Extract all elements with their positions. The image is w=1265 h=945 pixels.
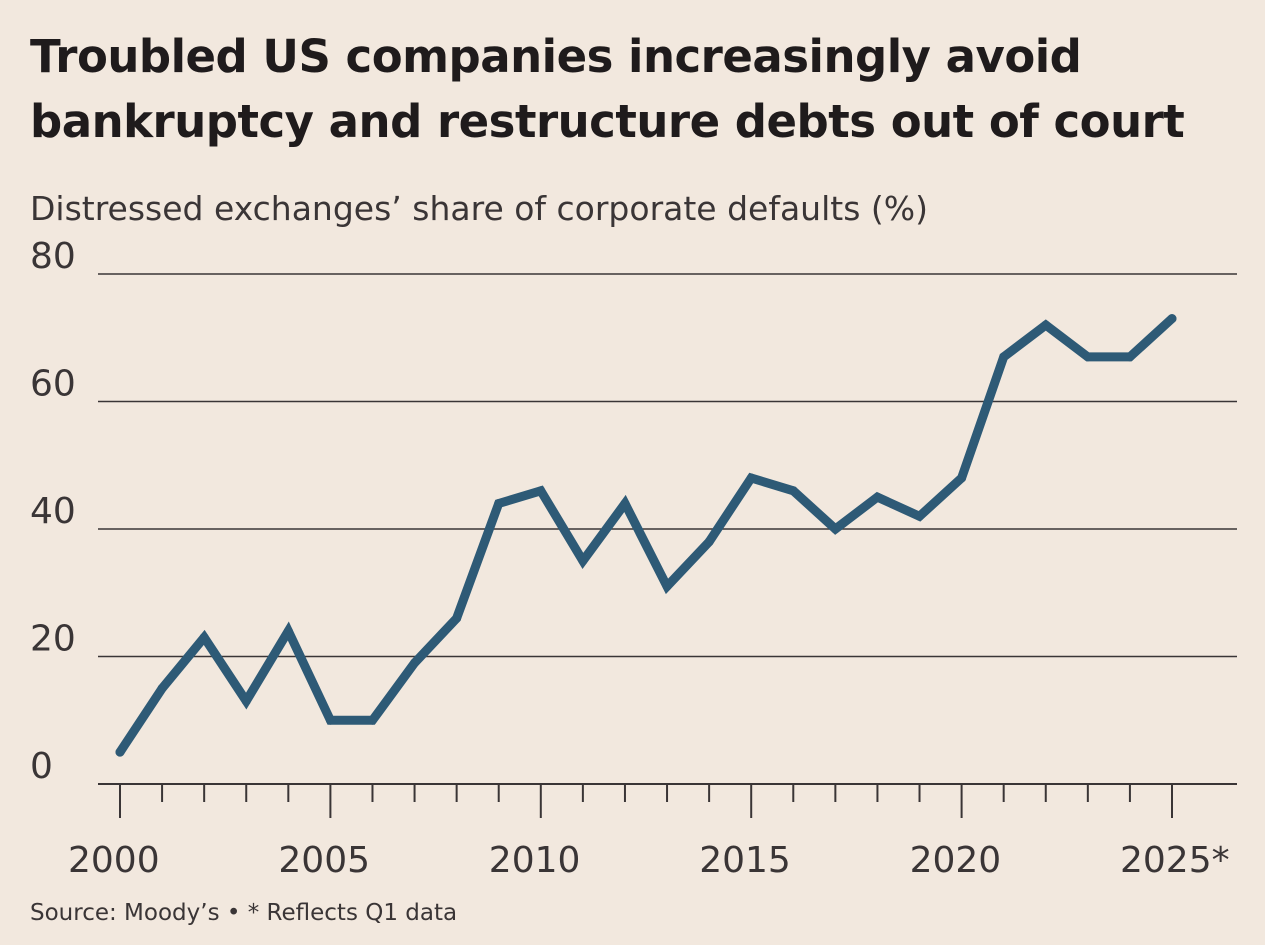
series-layer	[115, 314, 1177, 757]
data-point	[1041, 320, 1051, 330]
x-tick-label: 2020	[910, 840, 1002, 881]
y-tick-label: 80	[30, 236, 76, 277]
data-point	[957, 473, 967, 483]
data-point	[115, 747, 125, 757]
chart-title: Troubled US companies increasingly avoid…	[30, 24, 1250, 154]
data-point	[830, 524, 840, 534]
y-tick-label: 40	[30, 491, 76, 532]
y-tick-label: 0	[30, 746, 53, 787]
data-point	[746, 473, 756, 483]
series-line	[115, 314, 1177, 757]
data-point	[241, 696, 251, 706]
data-point	[283, 626, 293, 636]
x-axis: 2000 2005 2010 2015 2020 2025*	[68, 784, 1230, 881]
source-note: Source: Moody’s • * Reflects Q1 data	[30, 900, 458, 926]
data-point	[325, 715, 335, 725]
data-point	[494, 499, 504, 508]
x-tick-label: 2025*	[1120, 840, 1230, 881]
data-point	[578, 556, 588, 566]
x-tick-label: 2000	[68, 840, 160, 881]
data-point	[999, 352, 1009, 362]
data-point	[536, 486, 546, 496]
data-point	[452, 613, 462, 623]
chart-subtitle: Distressed exchanges’ share of corporate…	[30, 189, 928, 228]
gridlines: 0 20 40 60 80	[30, 236, 1237, 787]
chart-title-line-2: bankruptcy and restructure debts out of …	[30, 95, 1185, 148]
x-tick-label: 2015	[699, 840, 791, 881]
y-tick-label: 60	[30, 364, 76, 405]
data-point	[704, 537, 714, 547]
data-point	[620, 499, 630, 508]
data-point	[915, 511, 925, 521]
data-point	[788, 486, 798, 496]
chart-title-line-1: Troubled US companies increasingly avoid	[30, 30, 1082, 83]
data-point	[1125, 352, 1135, 362]
x-tick-label: 2010	[489, 840, 581, 881]
y-tick-label: 20	[30, 619, 76, 660]
data-point	[1167, 314, 1177, 324]
data-point	[410, 658, 420, 668]
data-point	[157, 683, 167, 693]
data-point	[872, 492, 882, 502]
x-tick-label: 2005	[278, 840, 370, 881]
data-point	[662, 581, 672, 591]
data-point	[1083, 352, 1093, 362]
data-point	[199, 632, 209, 642]
data-point	[367, 715, 377, 725]
